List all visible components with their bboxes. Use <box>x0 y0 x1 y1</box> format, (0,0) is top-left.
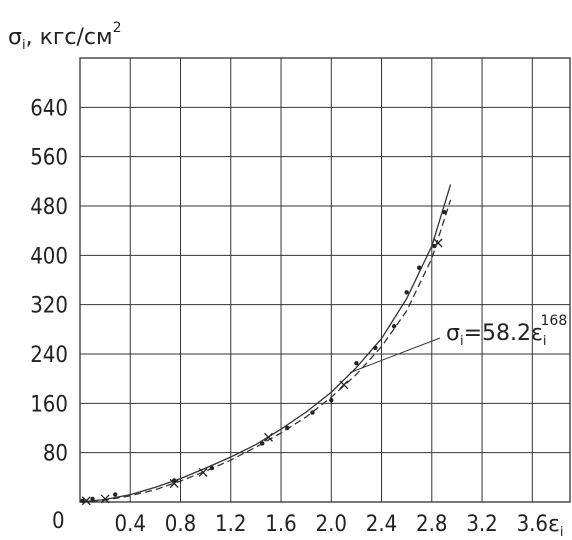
data-point-dot <box>391 324 397 329</box>
data-point-dot <box>285 425 290 431</box>
data-point-dot <box>259 441 265 446</box>
y-tick-label: 320 <box>30 294 68 319</box>
fit-curves <box>79 184 452 503</box>
annotation-leader-line <box>349 337 441 373</box>
data-point-dot <box>417 265 422 270</box>
data-point-cross <box>81 496 91 506</box>
data-point-cross <box>264 432 273 442</box>
data-point-dot <box>442 209 447 215</box>
y-tick-label: 240 <box>30 343 68 368</box>
y-tick-labels: 80 160 240 320 400 480 560 640 <box>30 96 68 466</box>
data-point-cross <box>339 380 349 390</box>
cross-stroke <box>264 432 273 442</box>
data-point-dot <box>329 398 334 403</box>
y-tick-label: 640 <box>30 96 68 121</box>
data-point-dot <box>354 361 359 366</box>
data-point-dot <box>112 492 118 497</box>
x-tick-label: 3.2 <box>466 512 497 537</box>
grid <box>79 57 571 503</box>
x-tick-label: 3.6 <box>517 512 548 537</box>
data-points <box>80 209 447 506</box>
data-point-dot <box>310 410 315 415</box>
x-axis-title: εi <box>548 512 564 540</box>
fit-equation-annotation: σi=58.2εi168 <box>446 313 567 349</box>
data-point-cross <box>198 467 208 477</box>
cross-stroke <box>198 467 208 477</box>
plot-frame <box>79 57 571 503</box>
data-point-dot <box>80 498 85 503</box>
x-tick-label: 0.8 <box>165 512 196 537</box>
data-point-cross <box>100 494 110 504</box>
x-tick-label: 2.0 <box>316 512 347 537</box>
data-point-dot <box>90 496 95 502</box>
fit-curve-solid <box>79 184 452 503</box>
data-point-cross <box>169 479 179 488</box>
x-tick-label: 1.6 <box>265 512 296 537</box>
cross-stroke <box>433 238 443 248</box>
y-tick-label: 160 <box>30 392 68 417</box>
x-tick-label: 2.4 <box>366 512 397 537</box>
cross-stroke <box>339 380 349 390</box>
cross-stroke <box>100 494 110 504</box>
y-tick-label: 80 <box>43 442 68 467</box>
cross-stroke <box>81 496 91 506</box>
cross-stroke <box>169 479 179 488</box>
y-tick-label: 560 <box>30 146 68 171</box>
y-tick-label: 400 <box>30 244 68 269</box>
x-tick-label: 1.2 <box>215 512 246 537</box>
origin-label: 0 <box>52 509 65 534</box>
data-point-cross <box>433 238 443 248</box>
x-tick-labels: 0.4 0.8 1.2 1.6 2.0 2.4 2.8 3.2 3.6 <box>115 512 549 537</box>
y-tick-label: 480 <box>30 195 68 220</box>
data-point-dot <box>404 290 409 295</box>
x-tick-label: 2.8 <box>416 512 447 537</box>
data-point-dot <box>209 465 215 471</box>
data-point-dot <box>373 345 378 351</box>
y-axis-title: σi, кгс/см2 <box>8 20 122 53</box>
x-tick-label: 0.4 <box>115 512 146 537</box>
fit-curve-dashed <box>79 199 452 503</box>
